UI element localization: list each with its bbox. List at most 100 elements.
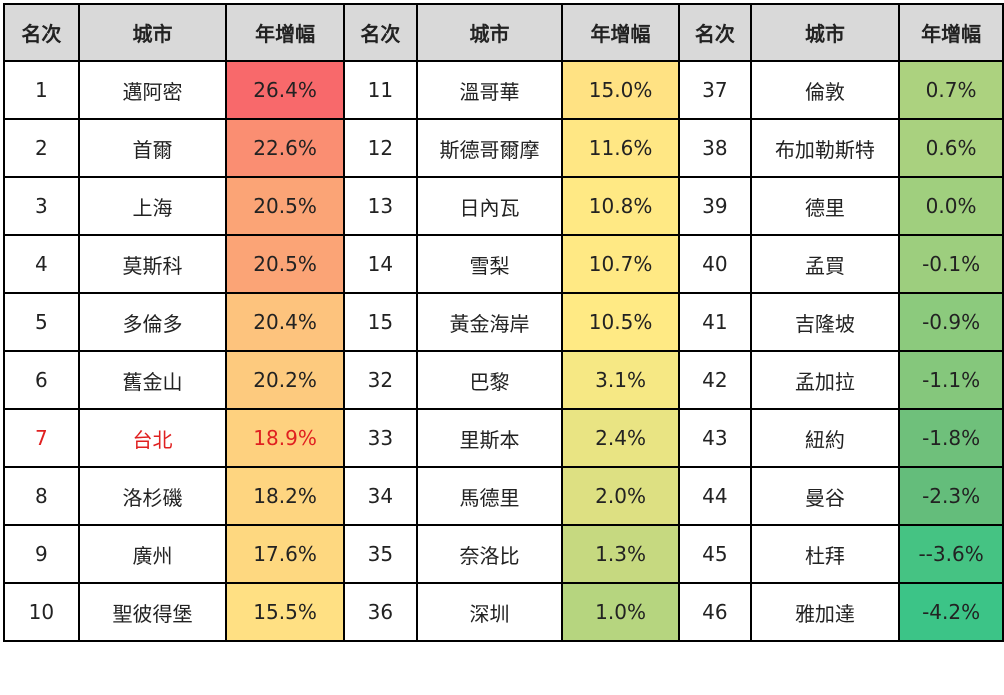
rank-cell: 43 xyxy=(677,408,752,468)
city-cell: 杜拜 xyxy=(749,524,901,584)
growth-cell: -1.8% xyxy=(898,408,1004,468)
growth-cell: 10.7% xyxy=(561,234,680,294)
city-cell: 黃金海岸 xyxy=(415,292,564,352)
rank-cell: 14 xyxy=(342,234,418,294)
city-cell: 日內瓦 xyxy=(415,176,564,236)
growth-cell: 15.5% xyxy=(225,582,345,642)
growth-header: 年增幅 xyxy=(225,3,345,62)
rank-cell: 38 xyxy=(677,118,752,178)
growth-cell: 2.0% xyxy=(561,466,680,526)
city-cell: 深圳 xyxy=(415,582,564,642)
growth-cell: -1.1% xyxy=(898,350,1004,410)
growth-cell: 17.6% xyxy=(225,524,345,584)
city-cell: 舊金山 xyxy=(77,350,228,410)
city-cell: 曼谷 xyxy=(749,466,901,526)
city-cell: 廣州 xyxy=(77,524,228,584)
growth-cell: 1.0% xyxy=(561,582,680,642)
city-cell: 首爾 xyxy=(77,118,228,178)
city-cell: 紐約 xyxy=(749,408,901,468)
rank-cell: 15 xyxy=(342,292,418,352)
city-cell: 斯德哥爾摩 xyxy=(415,118,564,178)
city-cell: 台北 xyxy=(77,408,228,468)
city-header: 城市 xyxy=(77,3,228,62)
table-row: 4 莫斯科 20.5% 14 雪梨 10.7% 40 孟買 -0.1% xyxy=(3,234,1004,294)
growth-cell: -4.2% xyxy=(898,582,1004,642)
rank-cell: 10 xyxy=(3,582,80,642)
rank-cell: 46 xyxy=(677,582,752,642)
rank-cell: 6 xyxy=(3,350,80,410)
city-cell: 雅加達 xyxy=(749,582,901,642)
rank-cell: 40 xyxy=(677,234,752,294)
growth-cell: 20.4% xyxy=(225,292,345,352)
city-cell: 多倫多 xyxy=(77,292,228,352)
growth-cell: -2.3% xyxy=(898,466,1004,526)
rank-cell: 36 xyxy=(342,582,418,642)
growth-cell: -0.1% xyxy=(898,234,1004,294)
rank-cell: 45 xyxy=(677,524,752,584)
table-row: 9 廣州 17.6% 35 奈洛比 1.3% 45 杜拜 --3.6% xyxy=(3,524,1004,584)
city-cell: 孟買 xyxy=(749,234,901,294)
growth-cell: --3.6% xyxy=(898,524,1004,584)
city-cell: 巴黎 xyxy=(415,350,564,410)
growth-cell: 0.0% xyxy=(898,176,1004,236)
city-cell: 孟加拉 xyxy=(749,350,901,410)
table-row: 10 聖彼得堡 15.5% 36 深圳 1.0% 46 雅加達 -4.2% xyxy=(3,582,1004,642)
rank-cell: 3 xyxy=(3,176,80,236)
city-cell: 洛杉磯 xyxy=(77,466,228,526)
rank-cell: 4 xyxy=(3,234,80,294)
city-header: 城市 xyxy=(749,3,901,62)
city-cell: 里斯本 xyxy=(415,408,564,468)
rank-cell: 9 xyxy=(3,524,80,584)
table-row: 2 首爾 22.6% 12 斯德哥爾摩 11.6% 38 布加勒斯特 0.6% xyxy=(3,118,1004,178)
city-cell: 上海 xyxy=(77,176,228,236)
table-row: 5 多倫多 20.4% 15 黃金海岸 10.5% 41 吉隆坡 -0.9% xyxy=(3,292,1004,352)
growth-cell: 0.6% xyxy=(898,118,1004,178)
rank-cell: 32 xyxy=(342,350,418,410)
city-cell: 邁阿密 xyxy=(77,60,228,120)
header-row: 名次 城市 年增幅 名次 城市 年增幅 名次 城市 年增幅 xyxy=(3,3,1004,62)
table-row: 6 舊金山 20.2% 32 巴黎 3.1% 42 孟加拉 -1.1% xyxy=(3,350,1004,410)
growth-cell: 18.2% xyxy=(225,466,345,526)
rank-cell: 1 xyxy=(3,60,80,120)
rank-cell: 39 xyxy=(677,176,752,236)
table-row: 3 上海 20.5% 13 日內瓦 10.8% 39 德里 0.0% xyxy=(3,176,1004,236)
rank-header: 名次 xyxy=(677,3,752,62)
growth-cell: 0.7% xyxy=(898,60,1004,120)
city-cell: 聖彼得堡 xyxy=(77,582,228,642)
growth-cell: 26.4% xyxy=(225,60,345,120)
rank-header: 名次 xyxy=(342,3,418,62)
growth-header: 年增幅 xyxy=(898,3,1004,62)
growth-cell: 18.9% xyxy=(225,408,345,468)
city-cell: 倫敦 xyxy=(749,60,901,120)
growth-header: 年增幅 xyxy=(561,3,680,62)
rank-cell: 7 xyxy=(3,408,80,468)
table-row: 7 台北 18.9% 33 里斯本 2.4% 43 紐約 -1.8% xyxy=(3,408,1004,468)
rank-cell: 5 xyxy=(3,292,80,352)
city-header: 城市 xyxy=(415,3,564,62)
rank-cell: 12 xyxy=(342,118,418,178)
growth-cell: 10.8% xyxy=(561,176,680,236)
rank-cell: 8 xyxy=(3,466,80,526)
growth-cell: 2.4% xyxy=(561,408,680,468)
city-cell: 德里 xyxy=(749,176,901,236)
rank-cell: 37 xyxy=(677,60,752,120)
table-row: 8 洛杉磯 18.2% 34 馬德里 2.0% 44 曼谷 -2.3% xyxy=(3,466,1004,526)
city-cell: 布加勒斯特 xyxy=(749,118,901,178)
rank-cell: 11 xyxy=(342,60,418,120)
rank-cell: 34 xyxy=(342,466,418,526)
city-cell: 馬德里 xyxy=(415,466,564,526)
rank-cell: 42 xyxy=(677,350,752,410)
rank-cell: 13 xyxy=(342,176,418,236)
rank-cell: 44 xyxy=(677,466,752,526)
growth-cell: 20.5% xyxy=(225,176,345,236)
rank-cell: 2 xyxy=(3,118,80,178)
rank-cell: 41 xyxy=(677,292,752,352)
growth-cell: 20.2% xyxy=(225,350,345,410)
rank-header: 名次 xyxy=(3,3,80,62)
growth-cell: 3.1% xyxy=(561,350,680,410)
growth-cell: 22.6% xyxy=(225,118,345,178)
growth-cell: 1.3% xyxy=(561,524,680,584)
table-row: 1 邁阿密 26.4% 11 溫哥華 15.0% 37 倫敦 0.7% xyxy=(3,60,1004,120)
growth-cell: 11.6% xyxy=(561,118,680,178)
city-cell: 雪梨 xyxy=(415,234,564,294)
